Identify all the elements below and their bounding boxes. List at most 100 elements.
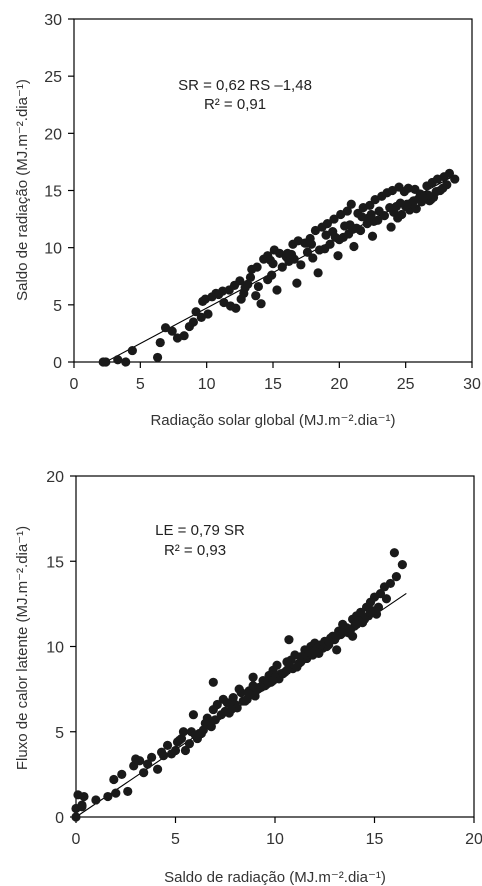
chart-1-data-point bbox=[386, 222, 396, 232]
chart-2-data-point bbox=[77, 800, 87, 810]
chart-2-data-point bbox=[135, 756, 145, 766]
chart-1-data-point bbox=[329, 214, 339, 224]
chart-1-data-point bbox=[395, 198, 405, 208]
chart-1-x-tick-label: 30 bbox=[463, 376, 481, 393]
chart-2-data-point bbox=[248, 672, 258, 682]
chart-2-data-point bbox=[268, 676, 278, 686]
chart-1-data-point bbox=[127, 345, 137, 356]
chart-2-data-point bbox=[212, 699, 222, 710]
chart-2-data-point bbox=[284, 635, 294, 645]
chart-1-data-point bbox=[374, 206, 384, 216]
chart-2-data-point bbox=[147, 752, 157, 762]
chart-2-data-point bbox=[103, 791, 113, 802]
chart-2-data-point bbox=[256, 682, 266, 693]
chart-2-y-tick-label: 5 bbox=[55, 725, 64, 742]
chart-2-x-tick-label: 20 bbox=[465, 831, 482, 848]
chart-1-data-point bbox=[191, 307, 201, 317]
chart-1-data-point bbox=[357, 212, 367, 222]
chart-1-data-point bbox=[301, 238, 311, 248]
chart-1-data-point bbox=[253, 281, 264, 292]
chart-1-x-ticks: 0 5 10 15 20 25 30 bbox=[70, 362, 481, 393]
chart-2-data-point bbox=[244, 689, 254, 699]
chart-1-data-point bbox=[252, 262, 262, 272]
chart-1-data-point bbox=[239, 288, 249, 298]
chart-1-x-tick-label: 5 bbox=[136, 376, 145, 393]
chart-1: 0 5 10 15 20 25 30 0 5 10 15 20 25 30 SR = 0,62 RS –… bbox=[14, 12, 481, 429]
chart-2-data-point bbox=[385, 578, 396, 589]
chart-2-data-point bbox=[348, 631, 358, 641]
chart-2-data-point bbox=[196, 728, 206, 739]
chart-1-data-point bbox=[263, 275, 273, 285]
chart-2: 0 5 10 15 20 0 5 10 15 20 LE = 0,79 SR R² = 0,93… bbox=[14, 469, 482, 886]
chart-1-data-point bbox=[282, 248, 293, 258]
chart-2-data-point bbox=[389, 548, 399, 558]
chart-2-y-tick-label: 15 bbox=[46, 554, 64, 571]
chart-2-y-ticks: 0 5 10 15 20 bbox=[46, 469, 76, 827]
chart-1-data-point bbox=[152, 352, 163, 363]
chart-2-data-point bbox=[123, 786, 133, 797]
chart-1-x-tick-label: 25 bbox=[397, 376, 415, 393]
chart-2-data-point bbox=[391, 571, 401, 582]
chart-2-data-point bbox=[314, 648, 324, 658]
chart-2-x-axis-label: Saldo de radiação (MJ.m⁻².dia⁻¹) bbox=[164, 869, 386, 886]
chart-1-data-point bbox=[235, 276, 245, 286]
chart-1-x-tick-label: 0 bbox=[70, 376, 79, 393]
chart-1-data-point bbox=[198, 296, 208, 307]
chart-1-points bbox=[98, 168, 460, 367]
chart-2-data-point bbox=[71, 812, 81, 822]
chart-2-data-point bbox=[111, 788, 121, 798]
chart-2-data-point bbox=[226, 704, 236, 715]
chart-2-data-point bbox=[222, 698, 232, 708]
chart-1-data-point bbox=[325, 239, 335, 249]
chart-2-data-point bbox=[355, 607, 366, 618]
chart-2-data-point bbox=[174, 735, 185, 745]
chart-2-data-point bbox=[109, 774, 119, 785]
chart-1-data-point bbox=[167, 326, 177, 336]
chart-1-data-point bbox=[340, 221, 350, 231]
chart-2-y-tick-label: 20 bbox=[46, 469, 64, 486]
chart-2-data-point bbox=[236, 687, 246, 698]
chart-1-data-point bbox=[349, 241, 359, 252]
chart-1-data-point bbox=[321, 230, 331, 240]
chart-1-data-point bbox=[265, 255, 275, 265]
chart-1-data-point bbox=[296, 260, 306, 270]
chart-1-data-point bbox=[314, 245, 325, 255]
chart-1-data-point bbox=[188, 317, 198, 327]
chart-1-data-point bbox=[397, 209, 407, 220]
chart-2-data-point bbox=[375, 589, 386, 599]
chart-1-data-point bbox=[322, 219, 332, 229]
chart-1-data-point bbox=[366, 209, 376, 220]
chart-2-data-point bbox=[178, 727, 189, 737]
chart-2-data-point bbox=[365, 607, 376, 618]
chart-1-data-point bbox=[121, 357, 131, 367]
chart-1-data-point bbox=[225, 301, 236, 311]
chart-2-data-point bbox=[381, 594, 392, 604]
chart-1-y-tick-label: 15 bbox=[44, 184, 62, 201]
chart-1-data-point bbox=[450, 174, 460, 184]
chart-1-x-tick-label: 15 bbox=[264, 376, 282, 393]
chart-1-x-tick-label: 10 bbox=[198, 376, 216, 393]
chart-1-data-point bbox=[342, 206, 352, 216]
chart-1-data-point bbox=[256, 299, 266, 309]
chart-2-x-tick-label: 0 bbox=[72, 831, 81, 848]
chart-1-data-point bbox=[346, 199, 356, 209]
chart-1-data-point bbox=[113, 355, 123, 365]
chart-1-data-point bbox=[203, 309, 213, 319]
chart-2-data-point bbox=[208, 677, 218, 687]
chart-2-data-point bbox=[397, 560, 407, 570]
chart-2-x-tick-label: 5 bbox=[171, 831, 180, 848]
chart-2-data-point bbox=[184, 739, 195, 749]
chart-1-y-tick-label: 0 bbox=[53, 355, 62, 372]
chart-2-data-point bbox=[139, 768, 149, 778]
chart-1-equation: SR = 0,62 RS –1,48 bbox=[178, 77, 312, 94]
chart-1-data-point bbox=[438, 183, 448, 193]
chart-2-data-point bbox=[188, 710, 199, 720]
chart-2-r-squared: R² = 0,93 bbox=[164, 542, 226, 559]
chart-2-data-point bbox=[79, 791, 89, 802]
chart-2-y-tick-label: 10 bbox=[46, 640, 64, 657]
chart-1-y-tick-label: 20 bbox=[44, 126, 62, 143]
chart-2-data-point bbox=[282, 665, 292, 675]
chart-2-data-point bbox=[296, 657, 306, 667]
chart-1-data-point bbox=[101, 357, 111, 367]
chart-2-data-point bbox=[351, 619, 362, 629]
